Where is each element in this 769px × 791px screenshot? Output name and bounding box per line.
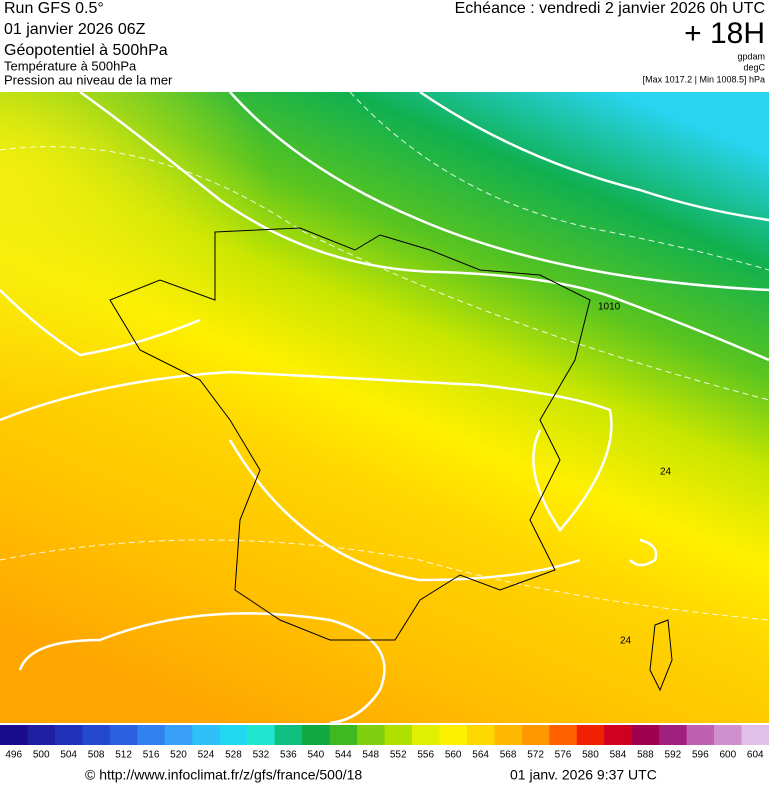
contour <box>0 289 201 357</box>
legend-label: 552 <box>390 750 407 761</box>
legend-label: 512 <box>115 750 132 761</box>
field-2: Température à 500hPa <box>4 58 137 73</box>
run: Run GFS 0.5° <box>4 0 104 17</box>
legend-swatch <box>549 725 578 745</box>
corsica-outline <box>649 619 673 692</box>
legend-swatch <box>302 725 331 745</box>
lead-time: + 18H <box>684 17 765 50</box>
unit: gpdam <box>737 51 765 61</box>
legend-label: 540 <box>307 750 324 761</box>
legend-swatch <box>686 725 715 745</box>
legend-label: 568 <box>500 750 517 761</box>
legend-swatch <box>631 725 660 745</box>
contour <box>419 90 769 222</box>
legend-label: 548 <box>362 750 379 761</box>
contour <box>629 538 658 567</box>
legend-swatch <box>357 725 385 745</box>
legend-label: 572 <box>527 750 544 761</box>
legend-label: 588 <box>637 750 654 761</box>
legend-swatch <box>274 725 303 745</box>
legend-label: 556 <box>417 750 434 761</box>
pressure-range: [Max 1017.2 | Min 1008.5] hPa <box>643 74 765 84</box>
legend-swatch <box>0 725 28 745</box>
legend-swatch <box>741 725 769 745</box>
country-outline <box>109 227 591 641</box>
contour <box>18 612 386 725</box>
legend-label: 532 <box>253 750 270 761</box>
legend-swatch <box>494 725 523 745</box>
legend-label: 576 <box>555 750 572 761</box>
legend-swatch <box>576 725 605 745</box>
legend-label: 528 <box>225 750 242 761</box>
legend-swatch <box>439 725 468 745</box>
legend-swatch <box>604 725 633 745</box>
echeance: Echéance : vendredi 2 janvier 2026 0h UT… <box>455 0 765 17</box>
legend-swatch <box>714 725 743 745</box>
contour-label: 1010 <box>598 302 621 313</box>
contour-label: 24 <box>620 636 632 647</box>
legend-label: 516 <box>143 750 160 761</box>
legend-label: 508 <box>88 750 105 761</box>
contour <box>79 90 769 362</box>
field-main: Géopotentiel à 500hPa <box>4 42 168 59</box>
legend-swatch <box>466 725 495 745</box>
legend-swatch <box>384 725 413 745</box>
isotherm <box>0 146 769 401</box>
legend-label: 500 <box>33 750 50 761</box>
legend-swatch <box>82 725 111 745</box>
legend-label: 504 <box>60 750 77 761</box>
legend-swatch <box>247 725 276 745</box>
legend-label: 580 <box>582 750 599 761</box>
legend-label: 592 <box>665 750 682 761</box>
legend-swatch <box>109 725 138 745</box>
legend-swatch <box>219 725 248 745</box>
legend-label: 564 <box>472 750 489 761</box>
legend-label: 544 <box>335 750 352 761</box>
run-date: 01 janvier 2026 06Z <box>4 21 146 38</box>
field-background <box>0 92 769 723</box>
footer-timestamp: 01 janv. 2026 9:37 UTC <box>510 767 657 783</box>
legend-label: 604 <box>747 750 764 761</box>
legend-swatch <box>659 725 688 745</box>
map: 1010 24 24 <box>0 90 769 725</box>
legend-label: 536 <box>280 750 297 761</box>
legend-label: 584 <box>610 750 627 761</box>
field-3: Pression au niveau de la mer <box>4 72 173 87</box>
legend-swatch <box>192 725 221 745</box>
contour <box>0 370 613 533</box>
contour <box>228 439 581 582</box>
legend-label: 560 <box>445 750 462 761</box>
legend-swatch <box>27 725 56 745</box>
contour <box>229 91 769 292</box>
legend-swatch <box>329 725 358 745</box>
isotherm <box>0 539 769 621</box>
legend-label: 524 <box>198 750 215 761</box>
contour-label: 24 <box>660 467 672 478</box>
legend-swatch <box>54 725 83 745</box>
legend: 496 500 504 508 512 516 520 524 528 532 536 540 544 5… <box>0 725 769 761</box>
legend-label: 496 <box>5 750 22 761</box>
isotherm <box>349 91 769 271</box>
legend-swatch <box>164 725 193 745</box>
unit: degC <box>743 62 765 72</box>
legend-swatch <box>137 725 166 745</box>
legend-swatch <box>411 725 440 745</box>
legend-label: 596 <box>692 750 709 761</box>
legend-label: 520 <box>170 750 187 761</box>
legend-swatch <box>521 725 550 745</box>
legend-label: 600 <box>719 750 736 761</box>
footer-url: © http://www.infoclimat.fr/z/gfs/france/… <box>85 767 362 783</box>
